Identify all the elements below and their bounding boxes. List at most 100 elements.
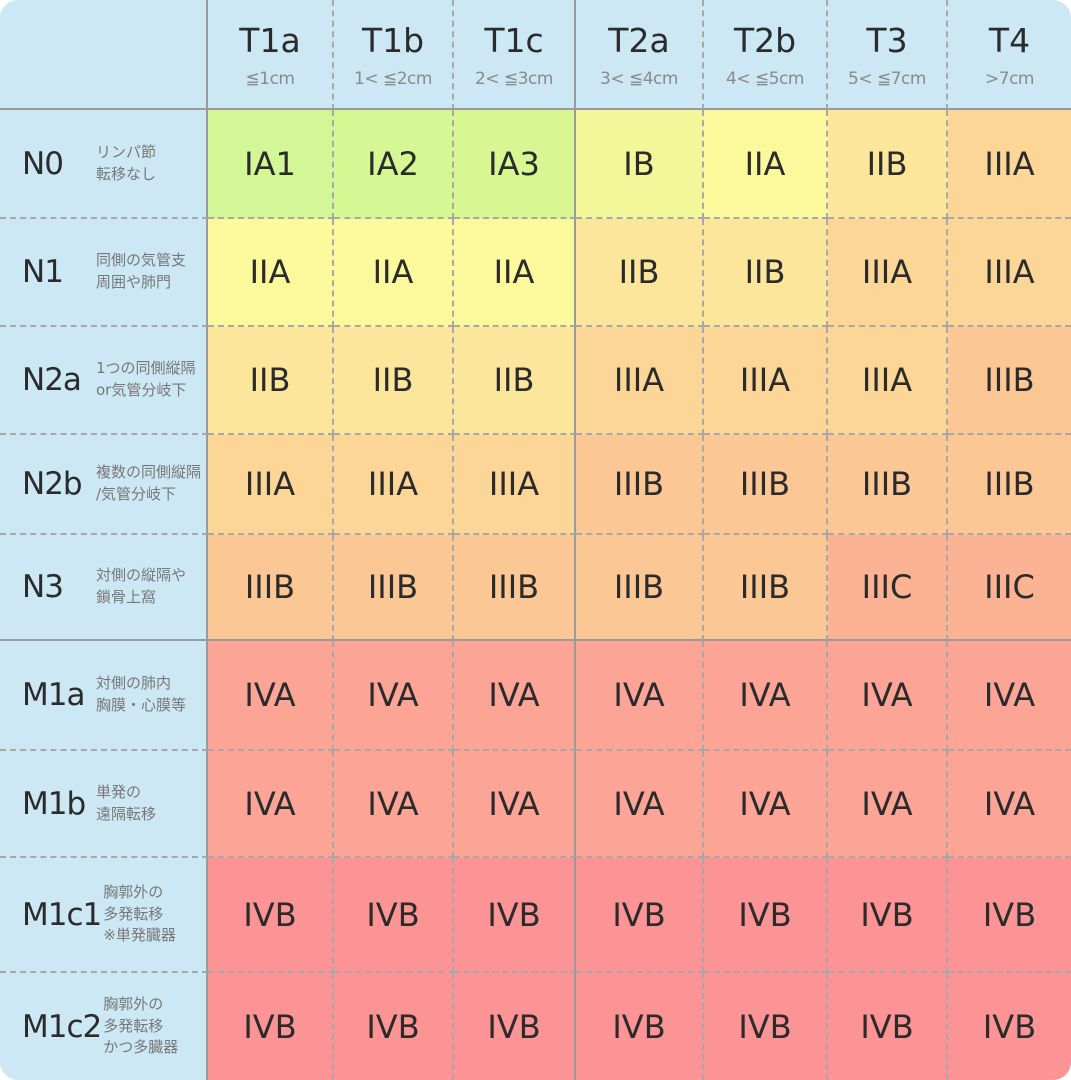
column-header-t2b: T2b 4< ≦5cm [704, 0, 828, 110]
row-header-m1c2: M1c2 胸郭外の 多発転移 かつ多臓器 [0, 973, 208, 1080]
row-code: M1c1 [22, 896, 102, 933]
stage-cell-n1-t2a: IIB [576, 219, 704, 327]
stage-cell-n2a-t2a: IIIA [576, 327, 704, 435]
stage-cell-m1c2-t4: IVB [948, 973, 1071, 1080]
stage-cell-n2a-t1a: IIB [208, 327, 334, 435]
row-description: 単発の 遠隔転移 [96, 782, 157, 823]
column-header-t1a: T1a ≦1cm [208, 0, 334, 110]
row-header-m1c1: M1c1 胸郭外の 多発転移 ※単発臓器 [0, 858, 208, 973]
column-header-t1c: T1c 2< ≦3cm [454, 0, 576, 110]
stage-cell-n0-t3: IIB [828, 110, 948, 219]
stage-cell-m1c2-t2a: IVB [576, 973, 704, 1080]
stage-cell-m1b-t1c: IVA [454, 751, 576, 858]
stage-cell-m1c2-t1c: IVB [454, 973, 576, 1080]
stage-cell-n2b-t1c: IIIA [454, 435, 576, 535]
stage-cell-m1a-t1b: IVA [334, 641, 454, 751]
stage-cell-n2a-t1b: IIB [334, 327, 454, 435]
stage-cell-n0-t2b: IIA [704, 110, 828, 219]
row-header-m1b: M1b 単発の 遠隔転移 [0, 751, 208, 858]
stage-cell-m1b-t2b: IVA [704, 751, 828, 858]
stage-cell-m1a-t4: IVA [948, 641, 1071, 751]
column-size-range: 5< ≦7cm [848, 69, 926, 90]
stage-cell-n2b-t1b: IIIA [334, 435, 454, 535]
stage-cell-m1c1-t2a: IVB [576, 858, 704, 973]
row-code: N2b [22, 466, 83, 502]
row-header-n2b: N2b 複数の同側縦隔 /気管分岐下 [0, 435, 208, 535]
row-header-n3: N3 対側の縦隔や 鎖骨上窩 [0, 535, 208, 641]
stage-cell-n2b-t4: IIIB [948, 435, 1071, 535]
column-size-range: 2< ≦3cm [475, 69, 553, 90]
stage-cell-n3-t1a: IIIB [208, 535, 334, 641]
stage-cell-m1b-t4: IVA [948, 751, 1071, 858]
stage-cell-n2b-t2a: IIIB [576, 435, 704, 535]
table-corner [0, 0, 208, 110]
stage-cell-n1-t4: IIIA [948, 219, 1071, 327]
column-code: T4 [988, 20, 1031, 60]
row-code: M1a [22, 677, 85, 713]
stage-cell-n3-t4: IIIC [948, 535, 1071, 641]
stage-cell-m1a-t1a: IVA [208, 641, 334, 751]
row-description: 胸郭外の 多発転移 かつ多臓器 [103, 994, 179, 1057]
stage-cell-m1c1-t1a: IVB [208, 858, 334, 973]
column-size-range: ≦1cm [245, 69, 295, 90]
stage-cell-n3-t1c: IIIB [454, 535, 576, 641]
column-code: T3 [866, 20, 908, 60]
column-header-t4: T4 >7cm [948, 0, 1071, 110]
column-header-t2a: T2a 3< ≦4cm [576, 0, 704, 110]
column-header-t1b: T1b 1< ≦2cm [334, 0, 454, 110]
column-size-range: >7cm [985, 69, 1034, 90]
column-code: T2a [608, 20, 670, 60]
stage-cell-m1c2-t1a: IVB [208, 973, 334, 1080]
stage-cell-n2a-t3: IIIA [828, 327, 948, 435]
stage-cell-n0-t1c: IA3 [454, 110, 576, 219]
stage-cell-m1a-t1c: IVA [454, 641, 576, 751]
stage-cell-n2a-t4: IIIB [948, 327, 1071, 435]
stage-cell-n1-t1a: IIA [208, 219, 334, 327]
stage-cell-m1a-t3: IVA [828, 641, 948, 751]
row-header-m1a: M1a 対側の肺内 胸膜・心膜等 [0, 641, 208, 751]
row-description: 対側の縦隔や 鎖骨上窩 [96, 566, 187, 606]
row-code: N3 [22, 569, 64, 605]
stage-cell-n3-t1b: IIIB [334, 535, 454, 641]
stage-cell-n1-t2b: IIB [704, 219, 828, 327]
column-size-range: 3< ≦4cm [600, 69, 678, 90]
stage-cell-n1-t3: IIIA [828, 219, 948, 327]
stage-cell-m1a-t2b: IVA [704, 641, 828, 751]
row-description: 複数の同側縦隔 /気管分岐下 [96, 463, 202, 503]
stage-cell-n2b-t3: IIIB [828, 435, 948, 535]
stage-cell-n3-t2b: IIIB [704, 535, 828, 641]
row-description: 1つの同側縦隔 or気管分岐下 [96, 359, 196, 399]
stage-cell-n0-t1b: IA2 [334, 110, 454, 219]
stage-cell-n2b-t2b: IIIB [704, 435, 828, 535]
stage-cell-m1c1-t3: IVB [828, 858, 948, 973]
stage-cell-m1c1-t1c: IVB [454, 858, 576, 973]
row-code: N1 [22, 254, 64, 290]
row-description: 胸郭外の 多発転移 ※単発臓器 [103, 882, 176, 945]
stage-cell-m1c1-t2b: IVB [704, 858, 828, 973]
column-code: T1b [361, 20, 425, 60]
stage-cell-n1-t1b: IIA [334, 219, 454, 327]
column-code: T2b [733, 20, 797, 60]
stage-cell-m1c1-t1b: IVB [334, 858, 454, 973]
row-description: リンパ節 転移なし [96, 142, 157, 183]
row-header-n0: N0 リンパ節 転移なし [0, 110, 208, 219]
stage-cell-m1c2-t2b: IVB [704, 973, 828, 1080]
row-code: M1b [22, 785, 86, 822]
stage-cell-m1b-t1b: IVA [334, 751, 454, 858]
column-size-range: 1< ≦2cm [354, 69, 432, 90]
stage-cell-m1a-t2a: IVA [576, 641, 704, 751]
stage-cell-n2a-t1c: IIB [454, 327, 576, 435]
row-header-n1: N1 同側の気管支 周囲や肺門 [0, 219, 208, 327]
stage-cell-n1-t1c: IIA [454, 219, 576, 327]
column-header-t3: T3 5< ≦7cm [828, 0, 948, 110]
stage-cell-n3-t3: IIIC [828, 535, 948, 641]
stage-cell-m1c2-t3: IVB [828, 973, 948, 1080]
column-code: T1c [484, 20, 544, 60]
stage-cell-m1b-t2a: IVA [576, 751, 704, 858]
column-size-range: 4< ≦5cm [726, 69, 804, 90]
stage-cell-n0-t2a: IB [576, 110, 704, 219]
stage-cell-m1c2-t1b: IVB [334, 973, 454, 1080]
row-code: N0 [22, 145, 64, 182]
column-code: T1a [239, 20, 301, 60]
row-description: 対側の肺内 胸膜・心膜等 [96, 674, 187, 714]
